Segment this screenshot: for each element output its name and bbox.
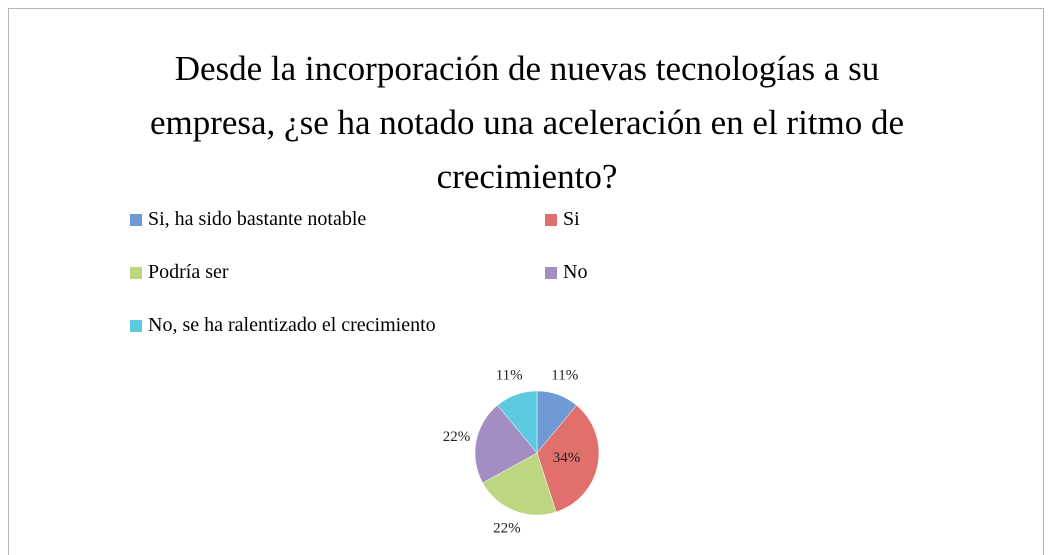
legend-swatch [545,213,557,226]
legend-label: No, se ha ralentizado el crecimiento [148,314,436,336]
legend-item: Podría ser [130,261,229,284]
legend-item: No, se ha ralentizado el crecimiento [130,314,436,337]
legend-swatch [130,213,142,226]
pie-slice [474,404,538,484]
legend-label: Si, ha sido bastante notable [148,208,367,230]
pie-slice [536,404,600,513]
legend-swatch [130,319,142,332]
legend-item: Si [545,208,580,231]
legend-item: Si, ha sido bastante notable [130,208,366,231]
chart-frame [8,8,1044,555]
pie-slice [482,452,557,516]
legend-swatch [545,266,557,279]
data-label: 34% [553,450,581,466]
legend-swatch [130,266,142,279]
data-label: 11% [496,367,523,383]
data-label: 11% [551,367,578,383]
data-label: 22% [493,521,521,537]
legend-item: No [545,261,587,284]
chart-title: Desde la incorporación de nuevas tecnolo… [149,49,905,196]
legend-label: Podría ser [148,261,229,283]
legend-label: Si [563,208,580,230]
pie-slice [497,390,538,454]
legend-label: No [563,261,588,283]
data-label: 22% [443,429,471,445]
